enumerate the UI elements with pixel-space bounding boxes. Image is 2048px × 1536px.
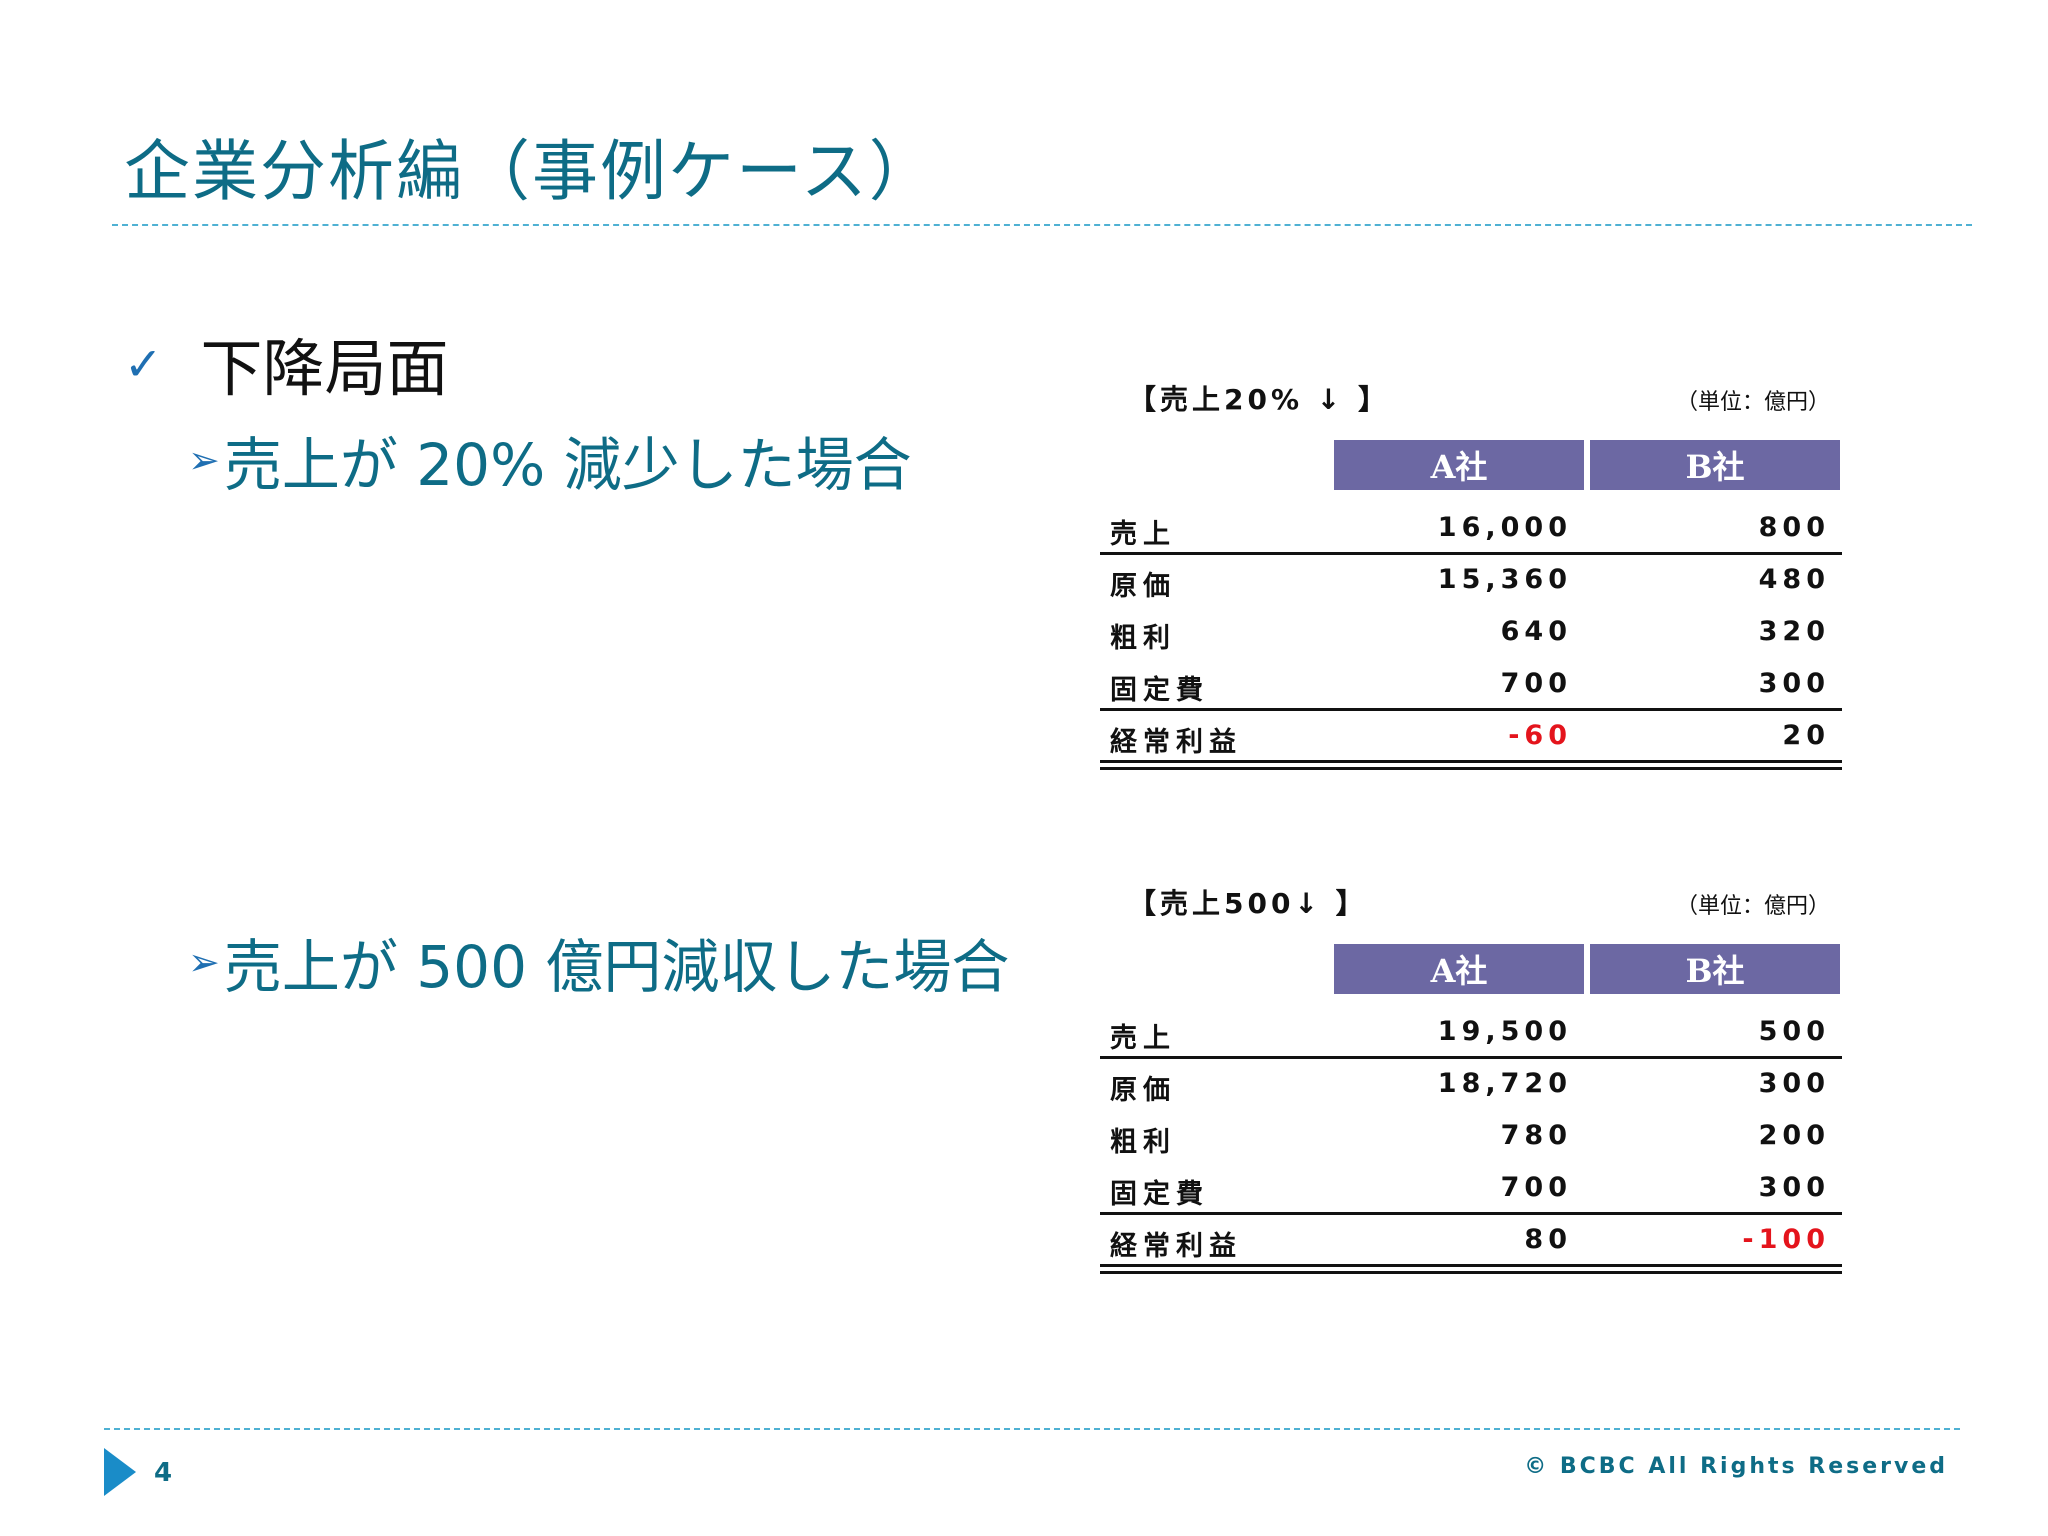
column-header-a: A社	[1334, 944, 1584, 994]
table-row: 原価 18,720 300	[1100, 1058, 1842, 1110]
table-row: 固定費 700 300	[1100, 1162, 1842, 1214]
arrow-right-icon: ➢	[188, 438, 220, 482]
value-a: 780	[1500, 1120, 1572, 1151]
column-header-a: A社	[1334, 440, 1584, 490]
value-b: 300	[1758, 1172, 1830, 1203]
check-icon: ✓	[124, 337, 163, 391]
table-caption: 【売上500↓ 】	[1128, 887, 1368, 920]
triangle-right-icon	[104, 1448, 136, 1496]
sub-bullet-text: 売上が 20% 減少した場合	[223, 431, 912, 499]
value-a: 700	[1500, 1172, 1572, 1203]
row-label: 経常利益	[1110, 1231, 1242, 1262]
row-label: 原価	[1110, 1075, 1176, 1106]
row-divider	[1100, 708, 1842, 711]
value-b: 200	[1758, 1120, 1830, 1151]
row-label: 固定費	[1110, 1179, 1209, 1210]
table-row: 粗利 780 200	[1100, 1110, 1842, 1162]
table-body: 売上 16,000 800 原価 15,360 480 粗利 640 320 固…	[1100, 502, 1842, 770]
row-label: 経常利益	[1110, 727, 1242, 758]
value-a: 700	[1500, 668, 1572, 699]
value-a-negative: -60	[1508, 720, 1572, 751]
value-b-negative: -100	[1742, 1224, 1830, 1255]
value-a: 640	[1500, 616, 1572, 647]
main-bullet: ✓ 下降局面	[124, 318, 449, 408]
value-b: 300	[1758, 1068, 1830, 1099]
value-a: 16,000	[1437, 512, 1572, 543]
row-label: 売上	[1110, 1023, 1176, 1054]
row-label: 粗利	[1110, 1127, 1176, 1158]
value-b: 800	[1758, 512, 1830, 543]
column-header-b: B社	[1590, 944, 1840, 994]
table-unit: （単位：億円）	[1675, 894, 1830, 919]
row-divider	[1100, 552, 1842, 555]
table-row: 粗利 640 320	[1100, 606, 1842, 658]
row-label: 固定費	[1110, 675, 1209, 706]
title-divider	[112, 224, 1972, 226]
value-a: 19,500	[1437, 1016, 1572, 1047]
table-row: 経常利益 80 -100	[1100, 1214, 1842, 1266]
table-row: 経常利益 -60 20	[1100, 710, 1842, 762]
sub-bullet-text: 売上が 500 億円減収した場合	[223, 933, 1010, 1001]
table-row: 売上 16,000 800	[1100, 502, 1842, 554]
row-label: 売上	[1110, 519, 1176, 550]
table-bottom-double-rule	[1100, 760, 1842, 770]
row-label: 粗利	[1110, 623, 1176, 654]
value-a: 18,720	[1437, 1068, 1572, 1099]
row-divider	[1100, 1212, 1842, 1215]
value-a: 80	[1524, 1224, 1572, 1255]
value-b: 300	[1758, 668, 1830, 699]
table-body: 売上 19,500 500 原価 18,720 300 粗利 780 200 固…	[1100, 1006, 1842, 1274]
table-caption: 【売上20% ↓ 】	[1128, 383, 1390, 416]
table-row: 原価 15,360 480	[1100, 554, 1842, 606]
table-unit: （単位：億円）	[1675, 390, 1830, 415]
value-b: 20	[1782, 720, 1830, 751]
table-row: 売上 19,500 500	[1100, 1006, 1842, 1058]
footer-divider	[104, 1428, 1960, 1430]
column-header-b: B社	[1590, 440, 1840, 490]
main-bullet-text: 下降局面	[200, 332, 449, 405]
sub-bullet-1: ➢売上が 20% 減少した場合	[188, 418, 912, 502]
value-b: 500	[1758, 1016, 1830, 1047]
sub-bullet-2: ➢売上が 500 億円減収した場合	[188, 920, 1009, 1004]
value-a: 15,360	[1437, 564, 1572, 595]
row-divider	[1100, 1056, 1842, 1059]
row-label: 原価	[1110, 571, 1176, 602]
value-b: 320	[1758, 616, 1830, 647]
table-bottom-double-rule	[1100, 1264, 1842, 1274]
slide-title: 企業分析編（事例ケース）	[124, 133, 937, 210]
copyright-notice: © BCBC All Rights Reserved	[1524, 1454, 1948, 1479]
table-row: 固定費 700 300	[1100, 658, 1842, 710]
page-number: 4	[154, 1458, 173, 1488]
arrow-right-icon: ➢	[188, 940, 220, 984]
value-b: 480	[1758, 564, 1830, 595]
